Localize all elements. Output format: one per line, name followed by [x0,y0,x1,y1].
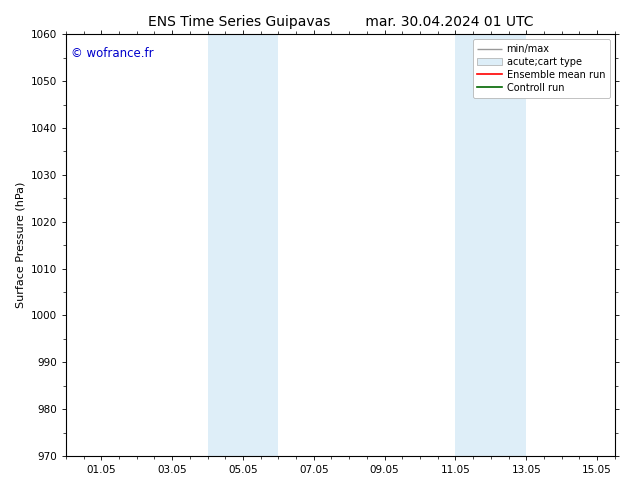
Y-axis label: Surface Pressure (hPa): Surface Pressure (hPa) [15,182,25,308]
Text: © wofrance.fr: © wofrance.fr [71,47,154,60]
Bar [207,34,278,456]
Legend: min/max, acute;cart type, Ensemble mean run, Controll run: min/max, acute;cart type, Ensemble mean … [472,39,610,98]
Bar [455,34,526,456]
Title: ENS Time Series Guipavas        mar. 30.04.2024 01 UTC: ENS Time Series Guipavas mar. 30.04.2024… [148,15,533,29]
